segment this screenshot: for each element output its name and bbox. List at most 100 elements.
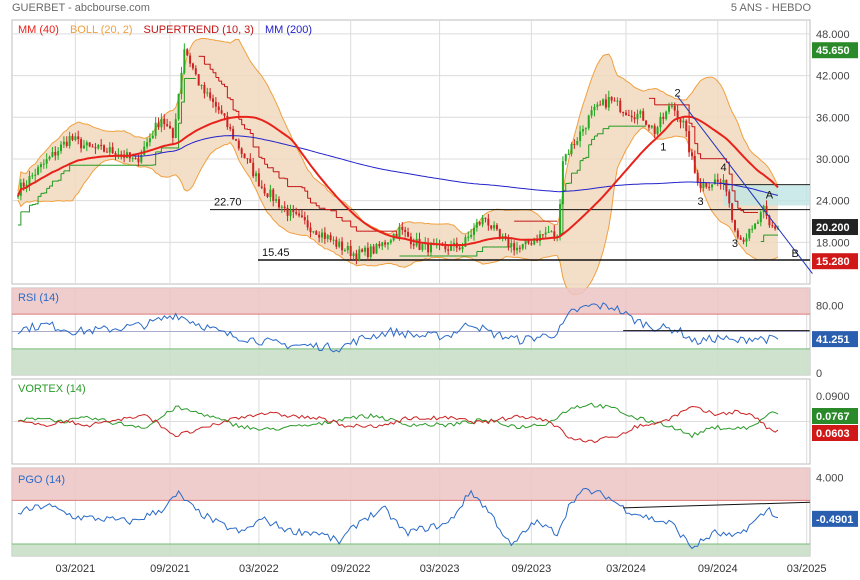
candle-body xyxy=(547,231,550,233)
y-tick-label: 30.000 xyxy=(816,154,850,166)
candle-body xyxy=(559,204,562,237)
candle-body xyxy=(473,227,475,235)
candle-body xyxy=(94,147,97,149)
candle-body xyxy=(154,122,157,136)
candle-body xyxy=(343,250,346,252)
candle-body xyxy=(31,175,34,177)
chart-title: GUERBET - abcbourse.com xyxy=(12,2,150,14)
candle-body xyxy=(768,215,771,226)
candle-body xyxy=(516,247,519,251)
candle-body xyxy=(613,100,616,102)
supertrend-segment xyxy=(585,144,590,158)
candle-body xyxy=(731,203,734,221)
candle-body xyxy=(693,155,696,173)
supertrend-segment xyxy=(270,167,274,172)
supertrend-segment xyxy=(32,203,36,206)
candle-body xyxy=(60,144,63,152)
candle-body xyxy=(645,120,648,125)
candle-body xyxy=(639,111,642,114)
bollinger-fill xyxy=(18,38,778,295)
candle-body xyxy=(616,100,619,102)
candle-body xyxy=(68,136,71,146)
supertrend-segment xyxy=(734,200,739,209)
candle-body xyxy=(369,246,372,257)
candle-body xyxy=(633,117,636,120)
supertrend-segment xyxy=(256,146,260,158)
candle-body xyxy=(229,127,232,129)
supertrend-segment xyxy=(353,226,357,232)
candle-body xyxy=(25,184,28,187)
candle-body xyxy=(602,99,605,105)
supertrend-segment xyxy=(691,126,696,144)
candle-body xyxy=(404,229,407,232)
candle-body xyxy=(37,167,40,175)
candle-body xyxy=(375,244,378,254)
candle-body xyxy=(418,238,421,250)
pgo-line xyxy=(17,487,779,550)
wave-label: A xyxy=(766,190,774,202)
candle-body xyxy=(191,63,194,69)
supertrend-segment xyxy=(588,139,593,146)
candle-body xyxy=(295,211,298,214)
x-tick-label: 03/2022 xyxy=(239,563,279,575)
supertrend-segment xyxy=(35,196,39,205)
candle-body xyxy=(160,118,163,128)
candle-body xyxy=(85,142,88,146)
y-tick-label: 18.000 xyxy=(816,237,850,249)
candle-body xyxy=(226,115,229,128)
candle-body xyxy=(771,225,774,227)
candle-body xyxy=(163,118,166,125)
candle-body xyxy=(289,209,292,216)
supertrend-segment xyxy=(301,187,306,192)
candle-body xyxy=(197,74,200,86)
candle-body xyxy=(711,184,714,188)
supertrend-segment xyxy=(49,181,53,187)
candle-body xyxy=(593,106,596,111)
rsi-value-label: 41.251 xyxy=(816,334,850,346)
supertrend-segment xyxy=(201,55,205,65)
candle-body xyxy=(756,222,759,224)
candle-body xyxy=(622,111,625,113)
supertrend-segment xyxy=(175,123,180,149)
candle-body xyxy=(57,151,60,156)
x-tick-label: 09/2023 xyxy=(511,563,551,575)
supertrend-segment xyxy=(281,177,286,179)
supertrend-segment xyxy=(224,86,228,98)
legend-entry: BOLL (20, 2) xyxy=(70,24,133,36)
candle-body xyxy=(341,241,344,251)
candle-body xyxy=(335,239,338,247)
candle-body xyxy=(358,249,361,261)
candle-body xyxy=(232,128,235,140)
candle-body xyxy=(332,239,335,241)
candle-body xyxy=(699,182,702,188)
supertrend-segment xyxy=(230,99,234,110)
candle-body xyxy=(584,128,587,130)
candle-body xyxy=(668,106,671,112)
candle-body xyxy=(361,249,364,252)
supertrend-segment xyxy=(261,158,266,165)
candle-body xyxy=(249,158,252,163)
candle-body xyxy=(355,253,358,261)
wave-label: 3 xyxy=(698,196,704,208)
candle-body xyxy=(604,99,607,108)
candle-body xyxy=(269,189,272,197)
x-tick-label: 03/2023 xyxy=(420,563,460,575)
candle-body xyxy=(303,216,306,221)
candle-body xyxy=(527,240,530,244)
supertrend-segment xyxy=(580,158,584,162)
candle-body xyxy=(599,104,602,106)
candle-body xyxy=(352,253,355,257)
x-tick-label: 03/2024 xyxy=(606,563,646,575)
candle-body xyxy=(22,182,25,187)
candle-body xyxy=(625,112,627,115)
candle-body xyxy=(490,225,493,229)
candle-body xyxy=(243,153,246,159)
candle-body xyxy=(759,212,762,223)
candle-body xyxy=(206,92,209,94)
vortex-plus-tag xyxy=(812,408,858,424)
price-tag-label: 20.200 xyxy=(816,222,850,234)
candle-body xyxy=(427,242,430,253)
candle-body xyxy=(300,215,303,217)
candle-body xyxy=(679,119,682,123)
